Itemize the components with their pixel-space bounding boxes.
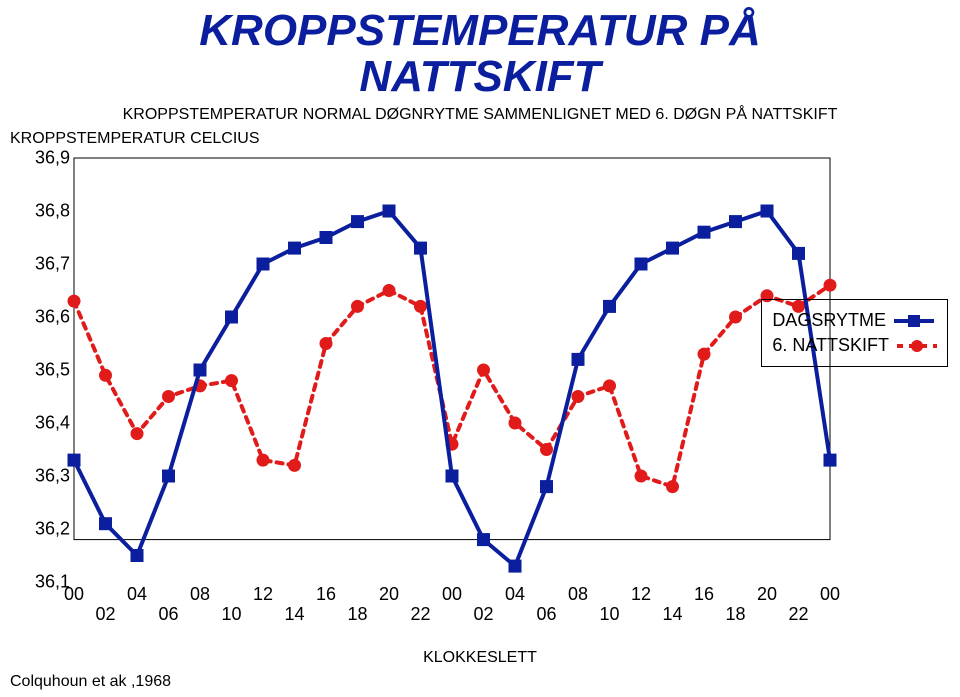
x-tick-label: 00 [64, 584, 84, 605]
x-tick-label: 08 [190, 584, 210, 605]
chart: 36,936,836,736,636,536,436,336,236,1 000… [10, 150, 950, 590]
x-tick-label: 16 [316, 584, 336, 605]
legend-item-dagsrytme: DAGSRYTME [772, 310, 937, 331]
x-tick-label: 20 [379, 584, 399, 605]
legend-label-dagsrytme: DAGSRYTME [772, 310, 886, 331]
x-tick-label: 02 [473, 604, 493, 625]
x-tick-row: 0002040608101214161820220002040608101214… [74, 584, 830, 628]
x-tick-label: 10 [599, 604, 619, 625]
x-tick-label: 22 [410, 604, 430, 625]
subtitle: KROPPSTEMPERATUR NORMAL DØGNRYTME SAMMEN… [0, 106, 960, 124]
x-tick-label: 00 [820, 584, 840, 605]
x-tick-label: 04 [127, 584, 147, 605]
source-citation: Colquhoun et ak ,1968 [10, 673, 171, 691]
x-tick-label: 02 [95, 604, 115, 625]
x-tick-label: 18 [725, 604, 745, 625]
x-tick-label: 16 [694, 584, 714, 605]
page-title: KROPPSTEMPERATUR PÅ NATTSKIFT [0, 0, 960, 100]
x-tick-label: 12 [631, 584, 651, 605]
x-tick-label: 04 [505, 584, 525, 605]
chart-svg [10, 150, 950, 590]
title-line-1: KROPPSTEMPERATUR PÅ [199, 6, 760, 55]
title-line-2: NATTSKIFT [359, 52, 600, 101]
x-tick-label: 14 [284, 604, 304, 625]
x-tick-label: 14 [662, 604, 682, 625]
legend-item-nattskift: 6. NATTSKIFT [772, 335, 937, 356]
y-axis-label: KROPPSTEMPERATUR CELCIUS [0, 130, 960, 148]
legend-label-nattskift: 6. NATTSKIFT [772, 335, 889, 356]
x-tick-label: 20 [757, 584, 777, 605]
legend-marker-nattskift [897, 338, 937, 354]
x-tick-label: 18 [347, 604, 367, 625]
x-tick-label: 10 [221, 604, 241, 625]
x-tick-label: 22 [788, 604, 808, 625]
legend-marker-dagsrytme [894, 313, 934, 329]
x-axis-label: KLOKKESLETT [0, 649, 960, 667]
legend: DAGSRYTME 6. NATTSKIFT [761, 299, 948, 367]
x-tick-label: 00 [442, 584, 462, 605]
x-tick-label: 08 [568, 584, 588, 605]
page: KROPPSTEMPERATUR PÅ NATTSKIFT KROPPSTEMP… [0, 0, 960, 697]
x-tick-label: 06 [158, 604, 178, 625]
x-tick-label: 12 [253, 584, 273, 605]
x-tick-label: 06 [536, 604, 556, 625]
